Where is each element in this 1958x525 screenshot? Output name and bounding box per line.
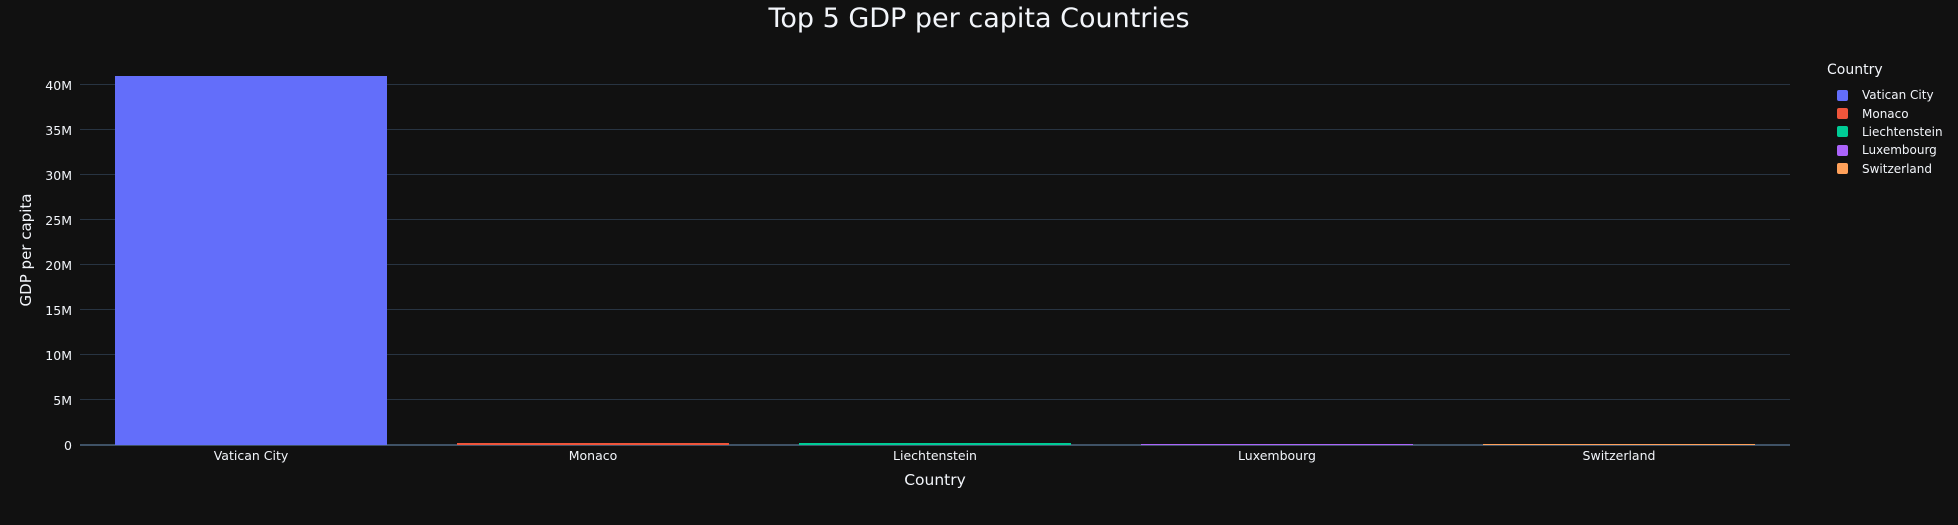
legend-title: Country	[1827, 62, 1883, 78]
y-tick-label: 5M	[53, 392, 72, 408]
gridline	[80, 174, 1790, 176]
y-tick-label: 15M	[45, 302, 72, 318]
gridline	[80, 84, 1790, 86]
y-tick-label: 20M	[45, 257, 72, 273]
legend-swatch-icon	[1837, 126, 1848, 138]
bar-monaco[interactable]	[457, 442, 729, 445]
gridline	[80, 354, 1790, 356]
legend-item-luxembourg[interactable]: Luxembourg	[1827, 141, 1943, 159]
gridline	[80, 309, 1790, 311]
x-axis-line	[80, 444, 1790, 446]
legend-item-label: Monaco	[1862, 106, 1909, 121]
legend-item-label: Luxembourg	[1862, 143, 1937, 158]
gridline	[80, 264, 1790, 266]
y-tick-label: 30M	[45, 167, 72, 183]
chart-title: Top 5 GDP per capita Countries	[768, 3, 1190, 34]
legend-item-vatican-city[interactable]: Vatican City	[1827, 86, 1943, 104]
legend-swatch-icon	[1837, 89, 1848, 101]
legend-item-switzerland[interactable]: Switzerland	[1827, 160, 1943, 178]
y-axis-title: GDP per capita	[17, 193, 35, 307]
x-tick-label: Liechtenstein	[893, 448, 977, 463]
gridline	[80, 219, 1790, 221]
x-tick-label: Vatican City	[213, 448, 289, 463]
x-tick-label: Switzerland	[1582, 448, 1656, 463]
y-tick-label: 10M	[45, 347, 72, 363]
legend-swatch-icon	[1837, 144, 1848, 156]
legend-item-label: Liechtenstein	[1862, 124, 1943, 139]
legend: Country Vatican City Monaco Liechtenstein L…	[1827, 62, 1943, 178]
gridline	[80, 399, 1790, 401]
bar-luxembourg[interactable]	[1141, 443, 1413, 445]
gridline	[80, 129, 1790, 131]
y-tick-label: 0	[64, 437, 72, 453]
legend-items: Vatican City Monaco Liechtenstein Luxembour…	[1827, 86, 1943, 178]
plot-area[interactable]	[80, 55, 1790, 446]
x-tick-label: Monaco	[568, 448, 618, 463]
legend-item-label: Vatican City	[1862, 88, 1934, 103]
legend-item-monaco[interactable]: Monaco	[1827, 104, 1943, 122]
legend-item-label: Switzerland	[1862, 161, 1932, 176]
y-tick-label: 25M	[45, 212, 72, 228]
legend-item-liechtenstein[interactable]: Liechtenstein	[1827, 123, 1943, 141]
x-axis-title: Country	[904, 471, 966, 489]
y-tick-label: 35M	[45, 122, 72, 138]
legend-swatch-icon	[1837, 108, 1848, 120]
legend-swatch-icon	[1837, 163, 1848, 175]
y-tick-label: 40M	[45, 77, 72, 93]
bar-liechtenstein[interactable]	[799, 443, 1071, 445]
x-tick-label: Luxembourg	[1238, 448, 1316, 463]
bar-vatican-city[interactable]	[115, 76, 387, 445]
bar-switzerland[interactable]	[1483, 444, 1755, 445]
